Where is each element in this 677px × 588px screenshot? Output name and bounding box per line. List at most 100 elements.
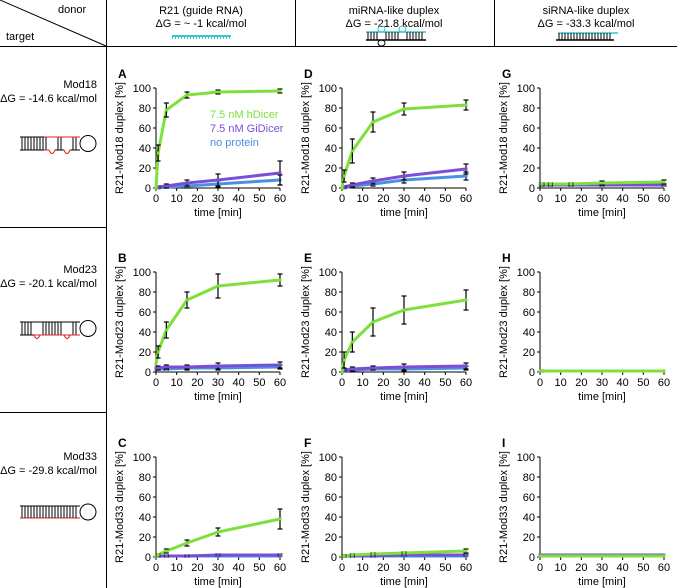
data-point — [464, 103, 468, 107]
y-tick-label: 60 — [325, 492, 337, 504]
data-point — [342, 358, 346, 362]
data-point — [185, 554, 189, 558]
data-point — [600, 181, 604, 185]
data-point — [538, 182, 542, 186]
data-point — [402, 365, 406, 369]
data-point — [662, 554, 666, 558]
data-point — [156, 366, 160, 370]
data-point — [540, 554, 544, 558]
single-strand-guide-rna-icon — [172, 35, 231, 39]
x-tick-label: 50 — [253, 193, 265, 205]
x-axis-label: time [min] — [380, 207, 428, 219]
data-point — [662, 180, 666, 184]
y-tick-label: 40 — [325, 512, 337, 524]
x-tick-label: 40 — [617, 193, 629, 205]
x-tick-label: 40 — [233, 377, 245, 389]
data-point — [185, 298, 189, 302]
x-tick-label: 0 — [153, 377, 159, 389]
y-tick-label: 0 — [145, 552, 151, 564]
x-tick-label: 40 — [233, 193, 245, 205]
data-point — [402, 553, 406, 557]
y-tick-label: 60 — [139, 492, 151, 504]
data-point — [342, 554, 346, 558]
column-dg: ΔG = ~ -1 kcal/mol — [155, 18, 246, 30]
x-tick-label: 0 — [537, 562, 543, 574]
data-point — [464, 167, 468, 171]
column-title: siRNA-like duplex — [543, 5, 630, 17]
x-axis-label: time [min] — [578, 207, 626, 219]
y-axis-label: R21-Mod18 duplex [%] — [114, 82, 126, 194]
series-7-5-nm-gidicer — [154, 160, 283, 190]
x-tick-label: 40 — [233, 562, 245, 574]
y-tick-label: 40 — [139, 143, 151, 155]
data-point — [371, 320, 375, 324]
x-tick-label: 60 — [658, 193, 670, 205]
data-point — [216, 530, 220, 534]
data-point — [278, 278, 282, 282]
data-point — [350, 149, 354, 153]
x-axis-label: time [min] — [578, 576, 626, 588]
data-point — [540, 182, 544, 186]
data-point — [402, 107, 406, 111]
legend: 7.5 nM hDicer 7.5 nM GiDicer no protein — [210, 109, 284, 149]
data-point — [569, 182, 573, 186]
x-tick-label: 10 — [171, 377, 183, 389]
x-tick-label: 40 — [617, 377, 629, 389]
data-point — [464, 298, 468, 302]
y-tick-label: 0 — [145, 183, 151, 195]
x-tick-label: 60 — [274, 377, 286, 389]
y-tick-label: 40 — [139, 327, 151, 339]
x-tick-label: 60 — [274, 193, 286, 205]
column-title: miRNA-like duplex — [349, 5, 440, 17]
x-tick-label: 20 — [191, 562, 203, 574]
y-tick-label: 40 — [523, 512, 535, 524]
x-tick-label: 50 — [439, 377, 451, 389]
chart-panel-d: D 0 20 40 60 80 100 0 10 20 30 40 50 60 time [min] R21-… — [300, 67, 472, 219]
x-tick-label: 60 — [658, 562, 670, 574]
chart-panel-i: I 0 20 40 60 80 100 0 10 20 30 40 50 60 time [min] R21-… — [498, 436, 670, 588]
chart-panel-b: B 0 20 40 60 80 100 0 10 20 30 40 50 60 time [min] R21-… — [114, 251, 286, 403]
y-tick-label: 100 — [517, 452, 535, 464]
data-point — [538, 369, 542, 373]
x-tick-label: 40 — [419, 562, 431, 574]
series-7-5-nm-hdicer — [154, 273, 283, 366]
donor-label: donor — [58, 4, 86, 16]
chart-panel-h: H 0 20 40 60 80 100 0 10 20 30 40 50 60 time [min] R21-… — [498, 251, 670, 403]
y-tick-label: 0 — [331, 367, 337, 379]
x-tick-label: 60 — [460, 193, 472, 205]
data-point — [185, 365, 189, 369]
column-title: R21 (guide RNA) — [159, 5, 243, 17]
hairpin-mod23-icon — [20, 320, 97, 339]
data-point — [156, 151, 160, 155]
data-point — [164, 365, 168, 369]
x-axis-label: time [min] — [194, 207, 242, 219]
series-7-5-nm-hdicer — [340, 548, 469, 558]
y-tick-label: 80 — [523, 472, 535, 484]
y-tick-label: 100 — [517, 83, 535, 95]
panel-letter: H — [502, 251, 511, 265]
x-tick-label: 10 — [555, 193, 567, 205]
x-tick-label: 30 — [212, 193, 224, 205]
legend-entry-no-protein: no protein — [210, 137, 259, 149]
data-point — [216, 553, 220, 557]
x-tick-label: 30 — [212, 377, 224, 389]
y-tick-label: 0 — [331, 183, 337, 195]
x-tick-label: 60 — [460, 377, 472, 389]
data-point — [371, 552, 375, 556]
data-point — [216, 364, 220, 368]
data-point — [216, 284, 220, 288]
x-tick-label: 30 — [398, 562, 410, 574]
y-tick-label: 20 — [139, 532, 151, 544]
data-point — [548, 369, 552, 373]
x-tick-label: 10 — [171, 193, 183, 205]
y-tick-label: 100 — [319, 83, 337, 95]
data-point — [402, 308, 406, 312]
chart-panel-c: C 0 20 40 60 80 100 0 10 20 30 40 50 60 time [min] R21-… — [114, 436, 286, 588]
data-point — [464, 549, 468, 553]
data-point — [156, 350, 160, 354]
column-dg: ΔG = -33.3 kcal/mol — [538, 18, 635, 30]
y-tick-label: 20 — [325, 347, 337, 359]
